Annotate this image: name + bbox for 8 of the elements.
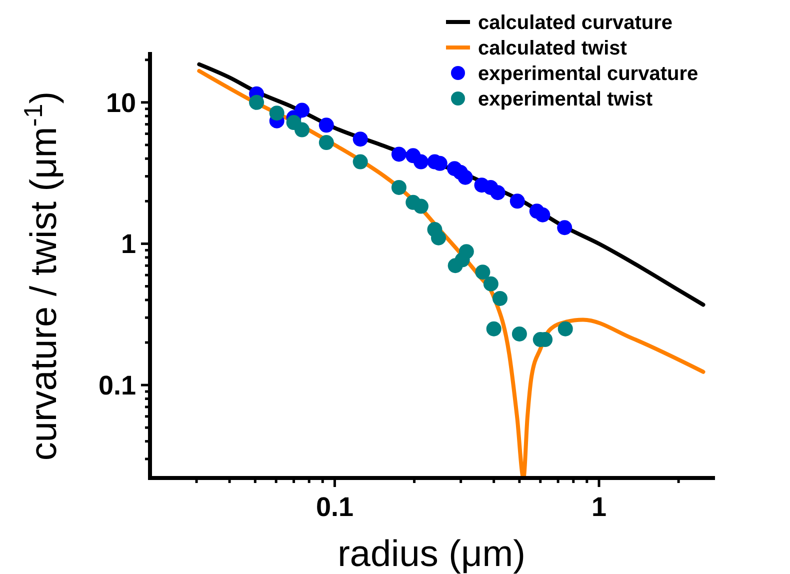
y-tick-label: 10 bbox=[106, 88, 136, 118]
legend-label: calculated curvature bbox=[478, 12, 673, 34]
x-axis-title: radius (μm) bbox=[338, 533, 526, 574]
y-tick-label: 0.1 bbox=[98, 370, 136, 401]
legend-label: experimental twist bbox=[478, 88, 653, 110]
legend-label: calculated twist bbox=[478, 38, 628, 60]
y-tick-label: 1 bbox=[120, 229, 136, 260]
legend-label: experimental curvature bbox=[478, 63, 698, 85]
